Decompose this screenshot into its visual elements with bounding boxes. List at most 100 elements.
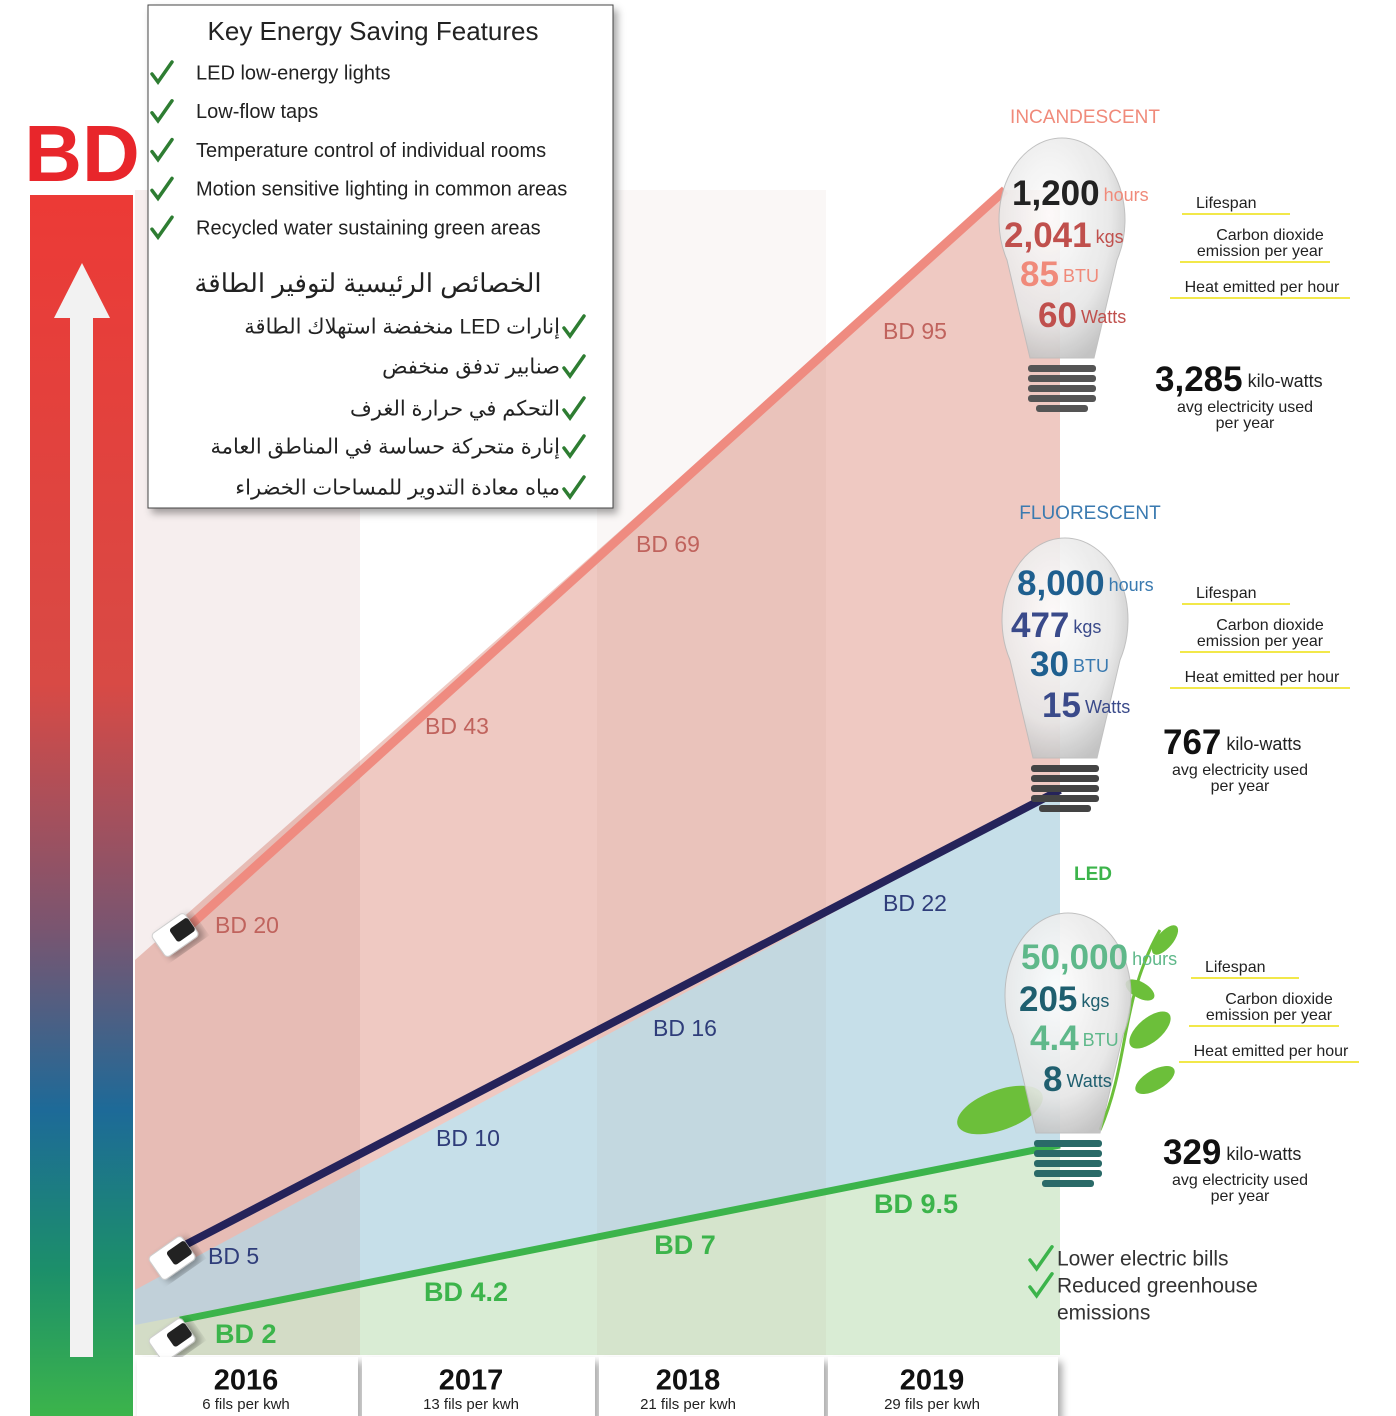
stat-label: Carbon dioxide xyxy=(1216,227,1324,244)
cost-label: BD 9.5 xyxy=(874,1189,958,1219)
cost-label: BD 20 xyxy=(215,912,279,938)
stat-unit: BTU xyxy=(1083,1030,1119,1050)
year: 2018 xyxy=(656,1365,721,1397)
kw-caption: per year xyxy=(1211,1188,1270,1205)
feature-item-ar: إنارة متحركة حساسة في المناطق العامة xyxy=(211,436,561,460)
stat-unit: hours xyxy=(1109,575,1154,595)
arrow-shaft xyxy=(70,315,93,1357)
year: 2016 xyxy=(214,1365,279,1397)
cost-label: BD 22 xyxy=(883,890,947,916)
cost-label: BD 10 xyxy=(436,1125,500,1151)
bulb-base xyxy=(1031,775,1099,782)
stat-label: Heat emitted per hour xyxy=(1185,279,1340,296)
cost-label: BD 7 xyxy=(654,1230,716,1260)
bulb-stat: 1,200hours xyxy=(1012,174,1149,213)
kw-unit: kilo-watts xyxy=(1248,371,1323,391)
stat-label: Carbon dioxide xyxy=(1216,617,1324,634)
bulb-base xyxy=(1031,785,1099,792)
cost-label: BD 4.2 xyxy=(424,1277,508,1307)
feature-item-ar: التحكم في حرارة الغرف xyxy=(350,398,560,422)
stat-label: Heat emitted per hour xyxy=(1194,1043,1349,1060)
cost-label: BD 2 xyxy=(215,1319,277,1349)
benefit: Reduced greenhouse xyxy=(1057,1275,1258,1298)
stat-value: 60 xyxy=(1038,296,1077,335)
bulb-base xyxy=(1034,1150,1102,1157)
stat-unit: kgs xyxy=(1073,617,1101,637)
bulb-base xyxy=(1034,1160,1102,1167)
stat-label: emission per year xyxy=(1206,1007,1333,1024)
stat-unit: hours xyxy=(1104,185,1149,205)
stat-value: 50,000 xyxy=(1021,938,1128,977)
features-title-ar: الخصائص الرئيسية لتوفير الطاقة xyxy=(194,268,541,299)
column-shade xyxy=(597,190,826,1355)
feature-item: Recycled water sustaining green areas xyxy=(196,217,541,239)
bulb-base xyxy=(1036,405,1088,412)
stat-label: Lifespan xyxy=(1196,585,1257,602)
stat-value: 8 xyxy=(1043,1060,1062,1099)
cost-label: BD 16 xyxy=(653,1015,717,1041)
stat-unit: Watts xyxy=(1085,697,1130,717)
bulb-name: FLUORESCENT xyxy=(1019,503,1161,524)
feature-item-ar: إنارات LED منخفضة استهلاك الطاقة xyxy=(244,316,560,340)
bulb-name: INCANDESCENT xyxy=(1010,107,1160,128)
year: 2017 xyxy=(439,1365,504,1397)
kw-unit: kilo-watts xyxy=(1226,734,1301,754)
stat-value: 2,041 xyxy=(1004,216,1092,255)
stat-label: Lifespan xyxy=(1196,195,1257,212)
leaf xyxy=(1131,1060,1179,1099)
year-rate: 21 fils per kwh xyxy=(640,1396,736,1413)
kw-value: 3,285 xyxy=(1155,360,1243,399)
stat-unit: Watts xyxy=(1081,307,1126,327)
stat-unit: kgs xyxy=(1096,227,1124,247)
bulb-base xyxy=(1028,395,1096,402)
stat-label: emission per year xyxy=(1197,243,1324,260)
bulb-base xyxy=(1031,765,1099,772)
stat-unit: hours xyxy=(1132,949,1177,969)
year-rate: 29 fils per kwh xyxy=(884,1396,980,1413)
cost-label: BD 69 xyxy=(636,531,700,557)
bulb-base xyxy=(1028,365,1096,372)
bulb-base xyxy=(1034,1170,1102,1177)
stat-unit: Watts xyxy=(1066,1071,1111,1091)
benefit: Lower electric bills xyxy=(1057,1248,1229,1271)
stat-label: emission per year xyxy=(1197,633,1324,650)
stat-label: Carbon dioxide xyxy=(1225,991,1333,1008)
stat-value: 4.4 xyxy=(1030,1019,1079,1058)
feature-item: Motion sensitive lighting in common area… xyxy=(196,179,567,201)
bulb-base xyxy=(1034,1140,1102,1147)
year-rate: 13 fils per kwh xyxy=(423,1396,519,1413)
features-title: Key Energy Saving Features xyxy=(208,16,539,46)
bulb-base xyxy=(1042,1180,1094,1187)
stat-unit: BTU xyxy=(1063,266,1099,286)
stat-value: 1,200 xyxy=(1012,174,1100,213)
stat-unit: BTU xyxy=(1073,656,1109,676)
stat-value: 205 xyxy=(1019,980,1077,1019)
bulb-base xyxy=(1039,805,1091,812)
cost-label: BD 43 xyxy=(425,713,489,739)
feature-item-ar: صنابير تدفق منخفض xyxy=(382,356,560,380)
feature-item-ar: مياه معادة التدوير للمساحات الخضراء xyxy=(235,477,560,501)
stat-label: Lifespan xyxy=(1205,959,1266,976)
stat-value: 477 xyxy=(1011,606,1069,645)
kw-value: 767 xyxy=(1163,723,1221,762)
stat-value: 8,000 xyxy=(1017,564,1105,603)
kw-caption: avg electricity used xyxy=(1172,762,1308,779)
kw-caption: avg electricity used xyxy=(1177,399,1313,416)
bulb-name: LED xyxy=(1074,864,1112,885)
cost-label: BD 95 xyxy=(883,318,947,344)
stat-value: 30 xyxy=(1030,645,1069,684)
stat-value: 85 xyxy=(1020,255,1059,294)
feature-item: Temperature control of individual rooms xyxy=(196,140,546,162)
axis-label: BD xyxy=(24,109,140,198)
stat-unit: kgs xyxy=(1081,991,1109,1011)
kw-caption: avg electricity used xyxy=(1172,1172,1308,1189)
year-rate: 6 fils per kwh xyxy=(202,1396,290,1413)
kw-caption: per year xyxy=(1211,778,1270,795)
infographic: BD Key Energy Saving Features الخصائص ال… xyxy=(0,0,1396,1416)
kw-caption: per year xyxy=(1216,415,1275,432)
benefit: emissions xyxy=(1057,1302,1150,1325)
stat-value: 15 xyxy=(1042,686,1081,725)
